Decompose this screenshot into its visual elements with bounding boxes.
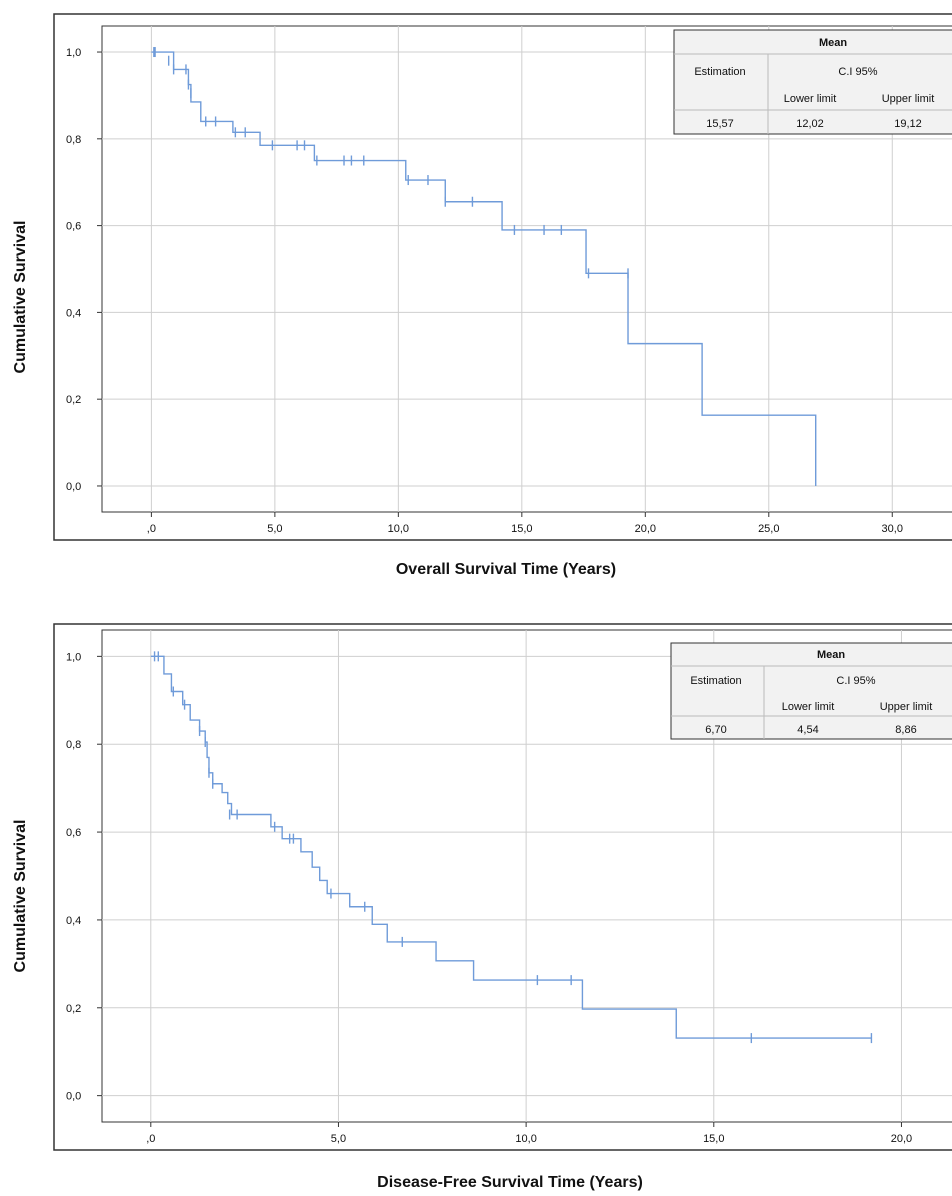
- chart2-legend-col-upper: Upper limit: [880, 701, 933, 713]
- chart2-legend-table: Mean Estimation C.I 95% Lower limit Uppe…: [670, 642, 952, 740]
- chart2-x-tick-label: 5,0: [331, 1133, 346, 1145]
- chart1-y-tick-label: 0,0: [66, 481, 81, 493]
- chart2-legend-col-ci: C.I 95%: [836, 675, 875, 687]
- chart1-survival-line: [151, 51, 817, 486]
- chart2-legend-estimation: 6,70: [705, 724, 726, 736]
- chart1-x-tick-label: 25,0: [758, 523, 779, 535]
- chart2-legend-lower: 4,54: [797, 724, 818, 736]
- chart2-y-tick-label: 0,6: [66, 827, 81, 839]
- chart1-y-ticks: 0,0 0,2 0,4 0,6 0,8 1,0: [66, 47, 102, 493]
- chart2-x-axis-title: Disease-Free Survival Time (Years): [377, 1174, 643, 1191]
- chart1-x-tick-label: ,0: [147, 523, 156, 535]
- chart1-x-tick-label: 30,0: [882, 523, 903, 535]
- chart2-x-tick-label: 10,0: [515, 1133, 536, 1145]
- chart1-y-tick-label: 0,6: [66, 221, 81, 233]
- chart2-y-tick-label: 0,0: [66, 1091, 81, 1103]
- chart1-legend-lower: 12,02: [796, 118, 824, 130]
- chart2-legend-col-estimation: Estimation: [690, 675, 741, 687]
- chart2-y-axis-title: Cumulative Survival: [12, 820, 29, 973]
- chart1-legend-title: Mean: [819, 37, 847, 49]
- chart1-x-ticks: ,0 5,0 10,0 15,0 20,0 25,0 30,0: [147, 512, 903, 535]
- chart2-y-tick-label: 0,4: [66, 915, 81, 927]
- chart1-legend-estimation: 15,57: [706, 118, 734, 130]
- disease-free-survival-chart: 0,0 0,2 0,4 0,6 0,8 1,0 ,0 5,0 10,0 15,0 20,0 Mea…: [12, 623, 952, 1191]
- chart2-x-tick-label: 15,0: [703, 1133, 724, 1145]
- chart1-x-tick-label: 5,0: [267, 523, 282, 535]
- chart2-y-tick-label: 0,8: [66, 739, 81, 751]
- chart1-x-axis-title: Overall Survival Time (Years): [396, 561, 616, 578]
- chart2-censor-marks: [153, 651, 873, 1044]
- chart1-legend-box: [673, 29, 952, 135]
- chart1-x-tick-label: 10,0: [388, 523, 409, 535]
- chart1-legend-col-estimation: Estimation: [694, 66, 745, 78]
- chart2-legend-title: Mean: [817, 649, 845, 661]
- chart1-y-axis-title: Cumulative Survival: [12, 221, 29, 374]
- chart1-y-tick-label: 0,2: [66, 394, 81, 406]
- chart2-x-tick-label: ,0: [146, 1133, 155, 1145]
- chart1-y-tick-label: 1,0: [66, 47, 81, 59]
- chart2-y-tick-label: 0,2: [66, 1003, 81, 1015]
- chart2-y-tick-label: 1,0: [66, 651, 81, 663]
- chart1-survival-curve: [151, 51, 817, 486]
- chart1-y-tick-label: 0,4: [66, 307, 81, 319]
- chart1-x-tick-label: 20,0: [635, 523, 656, 535]
- chart1-legend-col-lower: Lower limit: [784, 93, 837, 105]
- chart2-legend-upper: 8,86: [895, 724, 916, 736]
- chart1-legend-col-ci: C.I 95%: [838, 66, 877, 78]
- chart2-legend-box: [670, 642, 952, 740]
- chart1-legend-table: Mean Estimation C.I 95% Lower limit Uppe…: [673, 29, 952, 135]
- chart2-legend-col-lower: Lower limit: [782, 701, 835, 713]
- chart1-y-tick-label: 0,8: [66, 134, 81, 146]
- overall-survival-chart: 0,0 0,2 0,4 0,6 0,8 1,0 ,0 5,0 10,0 15,0 20,0 25,0…: [12, 13, 952, 578]
- chart1-censor-marks: [153, 47, 629, 279]
- chart1-legend-upper: 19,12: [894, 118, 922, 130]
- chart1-x-tick-label: 15,0: [511, 523, 532, 535]
- chart2-y-ticks: 0,0 0,2 0,4 0,6 0,8 1,0: [66, 651, 102, 1103]
- chart2-x-ticks: ,0 5,0 10,0 15,0 20,0: [146, 1122, 912, 1145]
- chart2-survival-line: [150, 655, 872, 1039]
- chart1-legend-col-upper: Upper limit: [882, 93, 935, 105]
- chart2-survival-curve: [150, 655, 872, 1039]
- chart2-x-tick-label: 20,0: [891, 1133, 912, 1145]
